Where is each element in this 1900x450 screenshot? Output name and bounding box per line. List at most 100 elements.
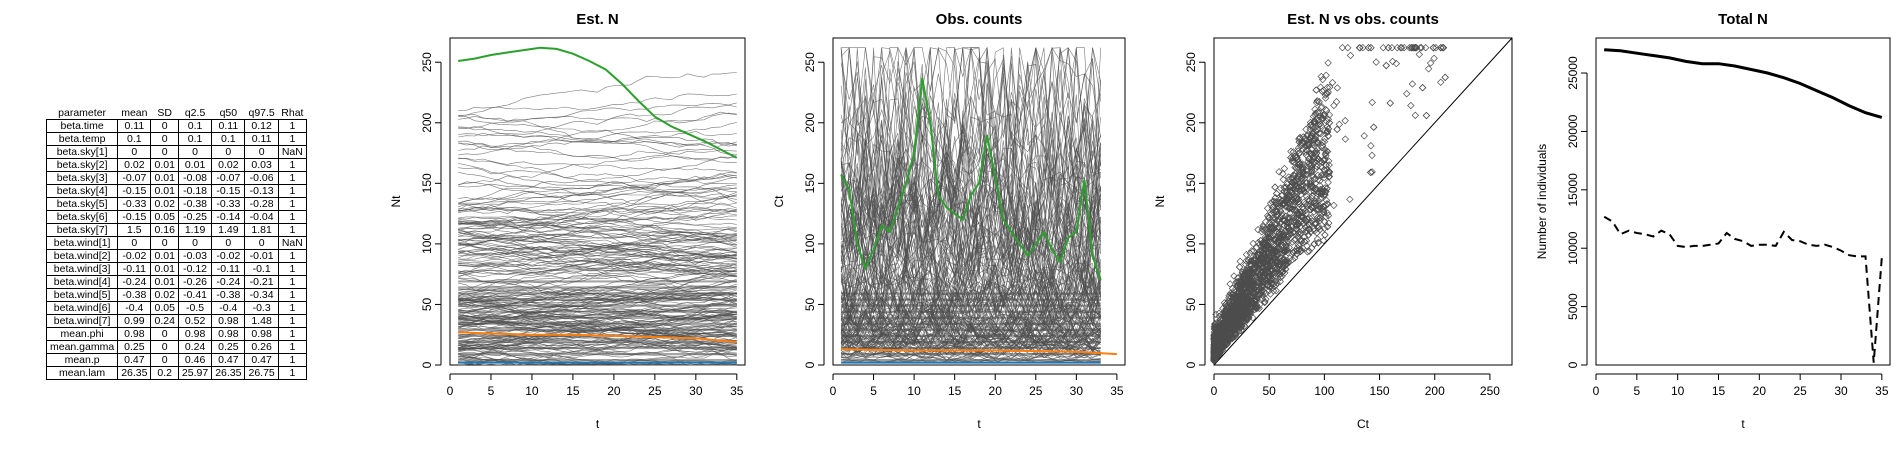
parameter-table-head: parameter mean SD q2.5 q50 q97.5 Rhat [47,107,307,120]
parameter-name-cell: beta.wind[5] [45,288,119,302]
scatter-point [1272,189,1281,198]
value-cell: 1 [277,366,307,380]
background-series-line [458,221,737,242]
scatter-point [1288,188,1296,196]
green-series-line [840,77,1102,281]
scatter-point [1290,218,1298,226]
scatter-point [1237,277,1245,286]
scatter-point [1258,295,1267,303]
background-series-line [458,233,737,259]
scatter-point [1322,71,1330,79]
x-tick-label: 150 [1370,384,1390,398]
x-tick-label: 25 [1029,384,1043,398]
scatter-point [1236,257,1244,266]
scatter-point [1309,136,1317,144]
scatter-point [1314,171,1322,180]
scatter-point [1320,166,1329,174]
background-series-line [458,260,737,277]
scatter-point [1313,157,1321,165]
value-cell: -0.06 [244,171,279,185]
scatter-point [1274,238,1283,246]
scatter-point [1262,240,1270,249]
scatter-point [1386,99,1394,107]
scatter-point [1236,304,1245,313]
scatter-point [1280,187,1288,196]
scatter-point [1301,171,1310,179]
scatter-point [1260,241,1268,250]
value-cell: 0 [244,236,279,250]
scatter-point [1332,98,1341,106]
background-series-line [458,230,737,242]
y-tick-label: 0 [1184,361,1198,368]
scatter-point [1266,254,1274,262]
table-row: beta.wind[4] -0.24 0.01 -0.26 -0.24 -0.21 1 [45,275,307,289]
scatter-point [1215,345,1224,353]
scatter-point [1325,83,1334,91]
y-tick-label: 50 [1184,297,1198,311]
scatter-point [1388,43,1396,52]
background-series-line [840,330,1101,356]
y-tick-label: 100 [803,234,817,254]
scatter-point [1315,202,1324,210]
scatter-point [1422,111,1431,120]
scatter-point [1292,220,1300,229]
scatter-point [1316,225,1324,234]
scatter-point [1266,276,1274,284]
scatter-point [1244,266,1253,275]
scatter-point [1296,179,1304,187]
scatter-point [1303,200,1312,209]
scatter-point [1324,178,1332,187]
scatter-point [1322,201,1330,210]
value-cell: -0.34 [244,288,279,302]
scatter-point [1296,160,1304,168]
scatter-point [1313,108,1322,117]
scatter-point [1244,288,1252,296]
scatter-point [1316,177,1324,185]
value-cell: 0.1 [177,119,213,133]
value-cell: 0.01 [150,158,179,172]
scatter-point [1272,257,1280,265]
scatter-point [1278,241,1287,250]
x-tick-label: 35 [730,384,744,398]
scatter-point [1312,199,1320,207]
y-tick-label: 20000 [1566,114,1580,148]
background-series-line [458,250,737,266]
scatter-point [1305,221,1313,229]
scatter-point [1318,188,1327,196]
scatter-point [1267,210,1275,218]
scatter-point [1299,168,1308,176]
scatter-point [1214,323,1222,331]
scatter-point [1285,258,1293,267]
scatter-point [1231,323,1240,331]
scatter-point [1271,269,1280,278]
scatter-point [1315,189,1324,197]
scatter-point [1321,94,1330,102]
background-series-line [458,122,737,151]
scatter-point [1330,201,1338,210]
x-tick-label: 5 [1633,384,1640,398]
scatter-point [1307,168,1315,177]
scatter-point [1233,292,1242,300]
column-header: SD [157,107,172,119]
x-axis-label: Ct [1357,417,1370,431]
scatter-point [1312,201,1320,210]
scatter-point [1237,285,1245,293]
background-series-line [458,261,737,274]
background-series-line [458,141,737,186]
background-series-line [841,353,1101,362]
value-cell: 0.98 [211,327,246,341]
scatter-point [1220,312,1228,320]
background-series-line [458,244,737,301]
background-series-group [458,72,737,366]
x-tick-label: 250 [1480,384,1500,398]
background-series-line [458,239,737,274]
scatter-point [1322,149,1330,157]
background-series-line [458,265,737,278]
background-series-line [458,112,737,129]
scatter-point [1281,197,1290,205]
scatter-point [1297,218,1305,226]
scatter-point [1330,101,1338,110]
chart-3: Est. N vs obs. counts 0 50 100 150 200 250 0 50 1… [1153,11,1513,431]
table-row: beta.wind[3] -0.11 0.01 -0.12 -0.11 -0.1 1 [45,262,307,276]
background-series-line [458,248,737,267]
